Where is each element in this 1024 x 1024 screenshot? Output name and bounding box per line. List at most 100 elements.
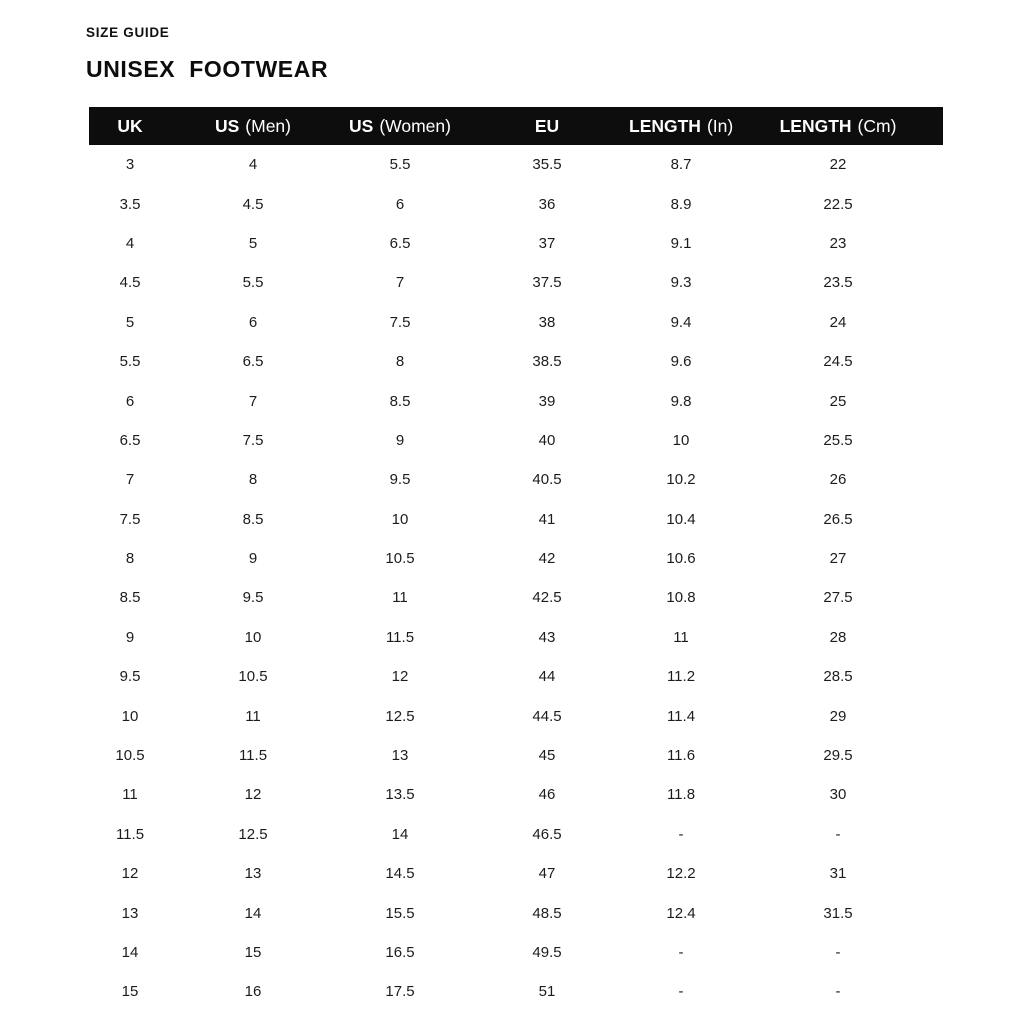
- size-cell: 13: [244, 865, 262, 883]
- table-row: 4.5 5.5 7 37.5 9.3 23.5: [89, 263, 943, 302]
- size-cell: -: [678, 944, 684, 961]
- table-row: 7.5 8.5 10 41 10.4 26.5: [89, 500, 943, 539]
- size-cell: 8.9: [670, 195, 692, 213]
- size-cell: 14: [121, 944, 139, 961]
- size-cell: 10.5: [115, 747, 145, 765]
- size-cell: 37.5: [532, 274, 562, 292]
- size-cell: 38.5: [532, 353, 562, 371]
- size-cell: 22.5: [823, 195, 853, 213]
- size-cell: 9.5: [389, 471, 411, 489]
- table-row: 11 12 13.5 46 11.8 30: [89, 775, 943, 814]
- size-cell: 8: [395, 353, 405, 371]
- size-cell: 10: [121, 707, 139, 725]
- size-cell: 7: [125, 471, 135, 489]
- size-cell: 7: [248, 392, 258, 410]
- size-cell: 13: [121, 904, 139, 922]
- size-cell: 11: [673, 628, 689, 646]
- table-row: 7 8 9.5 40.5 10.2 26: [89, 460, 943, 499]
- size-cell: 27: [829, 550, 847, 568]
- size-cell: 5: [248, 234, 258, 252]
- size-cell: 8.5: [119, 589, 141, 607]
- size-cell: 11.5: [385, 628, 415, 646]
- header-label: UK: [117, 115, 143, 136]
- table-row: 6.5 7.5 9 40 10 25.5: [89, 421, 943, 460]
- table-row: 15 16 17.5 51 - -: [89, 972, 943, 1011]
- size-cell: 10: [244, 628, 262, 646]
- size-cell: 24: [829, 313, 847, 331]
- size-cell: 7.5: [242, 431, 264, 449]
- size-cell: 46: [538, 786, 556, 804]
- size-cell: 22: [829, 156, 847, 174]
- size-cell: 4: [248, 156, 258, 174]
- size-cell: 11: [245, 707, 261, 725]
- size-cell: 4.5: [119, 274, 141, 292]
- size-cell: 44: [538, 668, 556, 686]
- size-cell: 49.5: [532, 944, 562, 961]
- size-cell: 29: [829, 707, 847, 725]
- size-cell: 11.5: [238, 747, 268, 765]
- table-row: 6 7 8.5 39 9.8 25: [89, 381, 943, 420]
- header-cell-length-in: LENGTH (In): [629, 107, 733, 145]
- size-cell: 37: [538, 234, 556, 252]
- page-title: UNISEX FOOTWEAR: [86, 56, 329, 82]
- size-cell: 26: [829, 471, 847, 489]
- table-row: 9 10 11.5 43 11 28: [89, 618, 943, 657]
- size-cell: 24.5: [823, 353, 853, 371]
- header-label: LENGTH: [779, 115, 852, 136]
- size-cell: 4: [125, 234, 135, 252]
- header-sublabel: (Cm): [857, 115, 897, 136]
- size-cell: 46.5: [532, 825, 562, 843]
- size-cell: 6.5: [119, 431, 141, 449]
- header-sublabel: (Women): [379, 115, 451, 136]
- size-cell: 10.5: [238, 668, 268, 686]
- size-guide-label: SIZE GUIDE: [86, 25, 170, 40]
- size-cell: 15: [244, 944, 262, 961]
- size-cell: 12.5: [238, 825, 268, 843]
- size-cell: 5: [125, 313, 135, 331]
- size-cell: 43: [538, 628, 556, 646]
- size-cell: 11: [392, 589, 408, 607]
- size-cell: 14: [391, 825, 409, 843]
- size-cell: 9: [248, 550, 258, 568]
- table-row: 12 13 14.5 47 12.2 31: [89, 854, 943, 893]
- size-cell: 28.5: [823, 668, 853, 686]
- size-cell: 30: [829, 786, 847, 804]
- size-cell: 10.6: [666, 550, 696, 568]
- header-label: LENGTH: [629, 115, 701, 136]
- size-cell: 42: [538, 550, 556, 568]
- table-row: 13 14 15.5 48.5 12.4 31.5: [89, 893, 943, 932]
- size-cell: 31.5: [823, 904, 853, 922]
- size-cell: 6.5: [389, 234, 411, 252]
- size-cell: 9.8: [670, 392, 692, 410]
- size-cell: 39: [538, 392, 556, 410]
- size-cell: -: [835, 944, 841, 961]
- size-cell: 8.7: [670, 156, 692, 174]
- size-cell: 11: [122, 786, 138, 804]
- size-cell: 6: [125, 392, 135, 410]
- size-cell: 25: [829, 392, 847, 410]
- size-cell: 16: [244, 983, 262, 1001]
- header-cell-us-women: US (Women): [335, 107, 465, 145]
- size-cell: 11.4: [666, 707, 696, 725]
- size-cell: 10: [391, 510, 409, 528]
- size-cell: 48.5: [532, 904, 562, 922]
- table-row: 9.5 10.5 12 44 11.2 28.5: [89, 657, 943, 696]
- size-cell: 25.5: [823, 431, 853, 449]
- size-cell: 11.5: [115, 825, 145, 843]
- size-cell: -: [835, 825, 841, 843]
- size-cell: 12.5: [385, 707, 415, 725]
- header-cell-eu: EU: [465, 107, 629, 145]
- size-cell: 9.5: [119, 668, 141, 686]
- size-cell: 5.5: [242, 274, 264, 292]
- size-cell: -: [678, 983, 684, 1001]
- size-cell: 3: [125, 156, 135, 174]
- size-cell: 8: [125, 550, 135, 568]
- header-label: US: [214, 115, 240, 136]
- size-cell: 23.5: [823, 274, 853, 292]
- size-cell: -: [678, 825, 684, 843]
- size-cell: 4.5: [242, 195, 264, 213]
- size-cell: 17.5: [385, 983, 415, 1001]
- size-cell: 13.5: [385, 786, 415, 804]
- size-cell: 41: [538, 510, 556, 528]
